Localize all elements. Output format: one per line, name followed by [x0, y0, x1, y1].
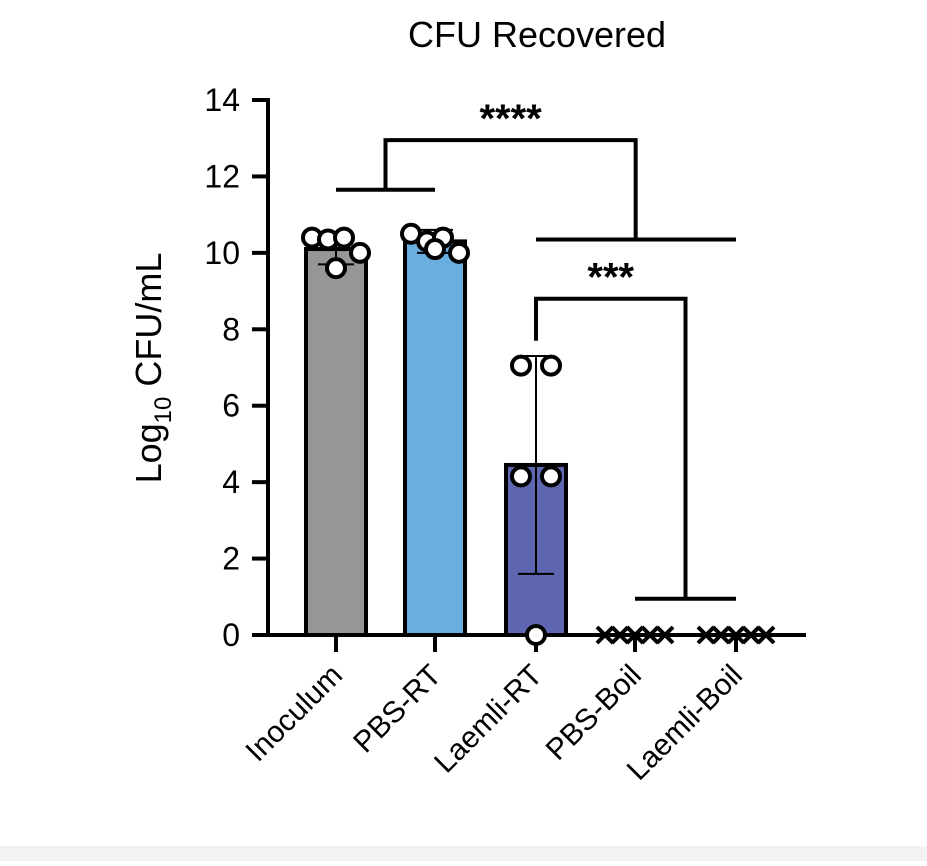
significance-bracket-1: **** [336, 97, 736, 242]
point-laemli-boil-3 [726, 625, 746, 645]
point-laemli-boil-5-stroke-b [756, 625, 776, 645]
point-laemli-rt-4 [540, 465, 562, 488]
bottom-strip [0, 846, 927, 861]
point-laemli-boil-5 [756, 625, 776, 645]
y-axis-label-main: Log [128, 423, 169, 483]
y-tick-label-10: 10 [204, 235, 240, 271]
point-laemli-boil-1-stroke-b [696, 625, 716, 645]
point-pbs-rt-5 [424, 238, 446, 261]
sig-label-1: **** [479, 97, 542, 141]
point-laemli-boil-4-stroke-b [741, 625, 761, 645]
category-label-laemli-rt: Laemli-RT [428, 659, 549, 780]
point-laemli-rt-1 [510, 354, 532, 377]
y-axis-label: Log10 CFU/mL [128, 253, 177, 484]
point-pbs-boil-5-stroke-b [655, 625, 675, 645]
point-laemli-rt-5 [525, 624, 547, 646]
y-axis-label-sub: 10 [150, 397, 177, 424]
point-pbs-boil-3 [625, 625, 645, 645]
point-pbs-boil-1-stroke-b [595, 625, 615, 645]
y-tick-label-12: 12 [204, 158, 240, 194]
point-inoculum-3 [333, 226, 355, 249]
sig-label-2: *** [587, 256, 634, 300]
y-axis-label-rest: CFU/mL [128, 253, 169, 397]
point-laemli-boil-4 [741, 625, 761, 645]
y-tick-label-6: 6 [222, 388, 240, 424]
category-label-pbs-rt: PBS-RT [347, 659, 448, 760]
sig-connector-2 [534, 296, 688, 599]
data-points [301, 222, 776, 646]
significance-brackets: ******* [336, 97, 736, 601]
point-laemli-boil-2 [711, 625, 731, 645]
point-pbs-boil-2 [610, 625, 630, 645]
svg-text:Log10 CFU/mL: Log10 CFU/mL [128, 253, 177, 484]
point-pbs-boil-2-stroke-b [610, 625, 630, 645]
point-pbs-rt-4 [448, 241, 470, 264]
category-label-inoculum: Inoculum [240, 659, 349, 768]
chart-title: CFU Recovered [408, 14, 666, 55]
point-pbs-boil-1 [595, 625, 615, 645]
point-laemli-boil-2-stroke-b [711, 625, 731, 645]
bar-inoculum [304, 247, 368, 638]
bar-pbs-rt [403, 239, 467, 637]
point-pbs-boil-3-stroke-b [625, 625, 645, 645]
category-labels: InoculumPBS-RTLaemli-RTPBS-BoilLaemli-Bo… [240, 659, 749, 787]
point-inoculum-5 [325, 257, 347, 280]
point-laemli-rt-2 [540, 354, 562, 377]
y-tick-label-0: 0 [222, 617, 240, 653]
point-inoculum-4 [349, 241, 371, 264]
y-tick-label-8: 8 [222, 311, 240, 347]
sig-connector-1 [383, 138, 638, 240]
y-tick-label-4: 4 [222, 464, 240, 500]
point-pbs-boil-5 [655, 625, 675, 645]
point-laemli-rt-3 [510, 465, 532, 488]
point-laemli-boil-1 [696, 625, 716, 645]
y-tick-label-14: 14 [204, 82, 240, 118]
significance-bracket-2: *** [534, 256, 736, 601]
point-laemli-boil-3-stroke-b [726, 625, 746, 645]
point-pbs-boil-4 [640, 625, 660, 645]
point-pbs-boil-4-stroke-b [640, 625, 660, 645]
bars [304, 239, 568, 638]
category-label-pbs-boil: PBS-Boil [540, 659, 648, 767]
y-tick-label-2: 2 [222, 541, 240, 577]
